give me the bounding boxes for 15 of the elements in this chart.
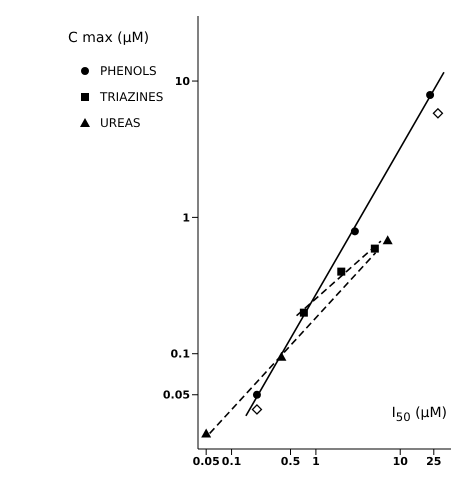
x-tick-label: 0.05 bbox=[192, 454, 220, 468]
y-axis-title: C max (µM) bbox=[68, 30, 150, 46]
y-tick-label: 0.05 bbox=[162, 388, 190, 402]
legend-label: UREAS bbox=[100, 116, 141, 130]
y-tick-label: 10 bbox=[174, 74, 190, 88]
x-axis-title: I$_{50}$ (µM) bbox=[392, 405, 447, 424]
y-tick-label: 0.1 bbox=[170, 348, 190, 361]
x-tick-label: 0.1 bbox=[222, 454, 242, 468]
x-tick-label: 0.5 bbox=[280, 454, 300, 468]
legend-label: TRIAZINES bbox=[100, 90, 164, 104]
y-tick-label: 1 bbox=[182, 211, 190, 224]
x-tick-label: 25 bbox=[426, 454, 442, 468]
x-tick-label: 1 bbox=[312, 454, 320, 468]
legend-label: PHENOLS bbox=[100, 64, 157, 78]
x-tick-label: 10 bbox=[392, 454, 408, 468]
